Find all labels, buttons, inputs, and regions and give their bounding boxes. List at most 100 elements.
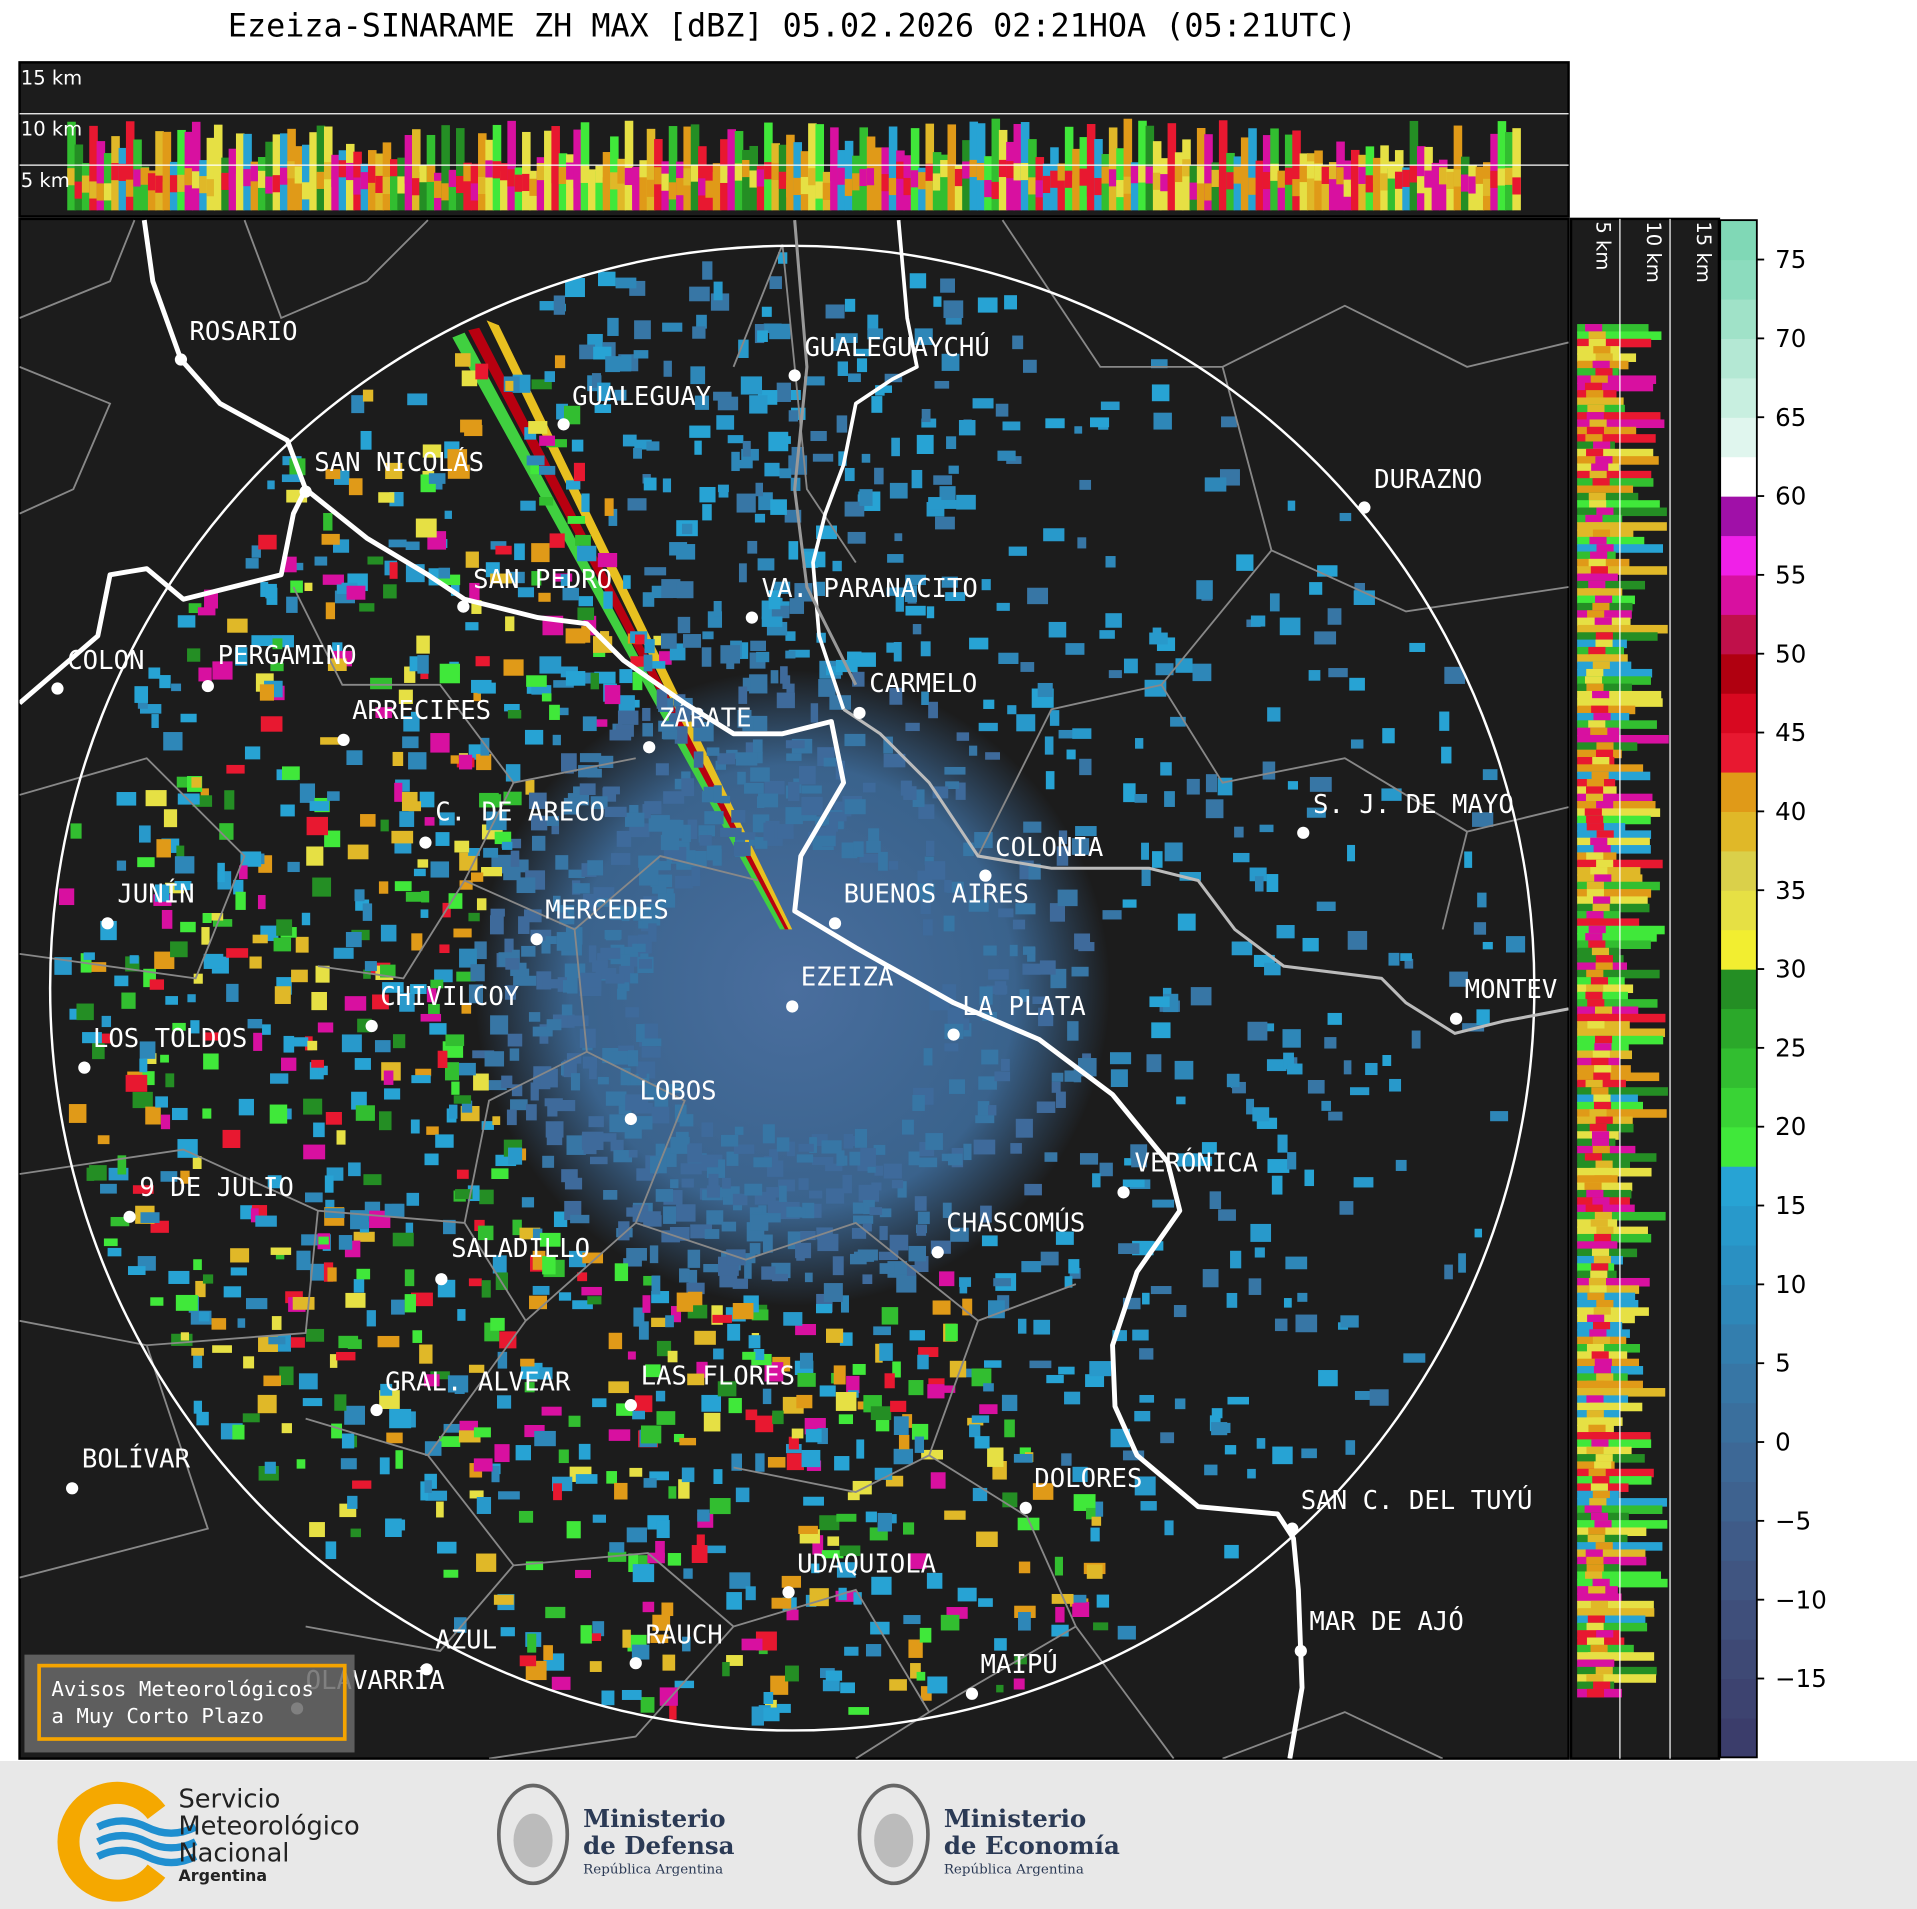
echo-cell [588, 945, 597, 963]
echo-cell [997, 450, 1016, 461]
echo-cell [1043, 528, 1065, 542]
echo-cell [879, 1208, 892, 1218]
echo-cell [597, 1076, 609, 1085]
echo-cell [332, 642, 343, 660]
echo-cell [1079, 758, 1092, 776]
section-cell [815, 124, 825, 211]
echo-cell [226, 948, 249, 958]
echo-cell [928, 701, 938, 719]
section-cell [1270, 163, 1279, 181]
echo-cell [161, 909, 173, 929]
section-cell [1328, 167, 1338, 211]
echo-cell [1045, 771, 1055, 790]
echo-cell [263, 1375, 282, 1387]
section-cell [1255, 168, 1265, 211]
height-label: 5 km [1592, 221, 1615, 270]
echo-cell [786, 1206, 802, 1218]
echo-cell [560, 574, 570, 587]
colorbar-band [1720, 1678, 1757, 1719]
echo-cell [303, 1098, 323, 1115]
colorbar-tick-label: 60 [1775, 482, 1806, 511]
section-cell [1343, 179, 1353, 197]
echo-cell [859, 854, 880, 863]
section-cell [367, 165, 377, 183]
echo-cell [281, 474, 302, 483]
section-cell [456, 128, 465, 211]
echo-cell [490, 541, 507, 550]
section-cell [786, 180, 795, 198]
section-cell [1592, 1131, 1610, 1140]
echo-cell [836, 1150, 845, 1166]
section-cell [793, 177, 803, 196]
section-cell [1101, 166, 1111, 184]
echo-cell [680, 1163, 702, 1175]
echo-cell [1141, 842, 1149, 860]
echo-cell [378, 492, 395, 503]
echo-cell [742, 1351, 756, 1360]
echo-cell [258, 534, 277, 550]
echo-cell [721, 1221, 737, 1232]
echo-cell [163, 809, 178, 828]
section-cell [690, 164, 700, 182]
city-dot [123, 1210, 136, 1223]
echo-cell [553, 1483, 562, 1501]
section-cell [213, 160, 223, 178]
echo-cell [333, 947, 354, 959]
section-cell [1587, 1652, 1605, 1661]
echo-cell [1160, 1432, 1175, 1444]
echo-cell [322, 574, 344, 585]
notice-text[interactable]: Avisos Meteorológicos [51, 1677, 314, 1701]
city-dot [299, 485, 312, 498]
echo-cell [847, 1492, 860, 1501]
section-cell [1577, 632, 1658, 641]
echo-cell [987, 1300, 1005, 1319]
echo-cell [518, 1510, 534, 1523]
section-cell [1577, 624, 1668, 634]
city-label: GRAL. ALVEAR [385, 1367, 571, 1397]
echo-cell [764, 780, 785, 795]
echo-cell [758, 492, 773, 511]
colorbar-band [1720, 496, 1757, 537]
echo-cell [659, 1687, 678, 1706]
echo-cell [705, 1159, 719, 1168]
echo-cell [392, 1034, 406, 1049]
echo-cell [480, 737, 490, 756]
echo-cell [735, 832, 756, 840]
colorbar-tick-label: 50 [1775, 639, 1806, 668]
echo-cell [245, 558, 259, 569]
echo-cell [1382, 1055, 1392, 1066]
echo-cell [1014, 1656, 1027, 1665]
echo-cell [956, 732, 970, 741]
echo-cell [305, 1192, 323, 1203]
section-cell [1577, 889, 1652, 898]
notice-text[interactable]: a Muy Corto Plazo [51, 1704, 264, 1728]
echo-cell [940, 1385, 956, 1393]
echo-cell [532, 1228, 543, 1240]
echo-cell [893, 1448, 914, 1465]
section-cell [1596, 801, 1614, 810]
echo-cell [663, 360, 672, 377]
section-cell [1594, 624, 1612, 634]
echo-cell [1287, 500, 1296, 511]
echo-cell [752, 739, 763, 753]
echo-cell [786, 1141, 795, 1157]
city-dot [419, 836, 432, 849]
echo-cell [620, 1067, 631, 1086]
echo-cell [694, 440, 702, 455]
colorbar-tick-label: 0 [1775, 1428, 1791, 1457]
echo-cell [621, 1689, 642, 1700]
echo-cell [776, 692, 795, 709]
echo-cell [1067, 1021, 1079, 1041]
notice-box[interactable] [24, 1654, 355, 1753]
section-cell [1262, 171, 1272, 190]
city-dot [629, 1657, 642, 1670]
echo-cell [412, 1330, 423, 1343]
echo-cell [941, 576, 958, 588]
echo-cell [392, 1232, 414, 1247]
echo-cell [713, 785, 722, 803]
section-cell [1328, 162, 1338, 180]
echo-cell [1134, 1410, 1151, 1422]
city-dot [370, 1403, 383, 1417]
section-cell [1594, 874, 1612, 883]
echo-cell [203, 953, 224, 969]
